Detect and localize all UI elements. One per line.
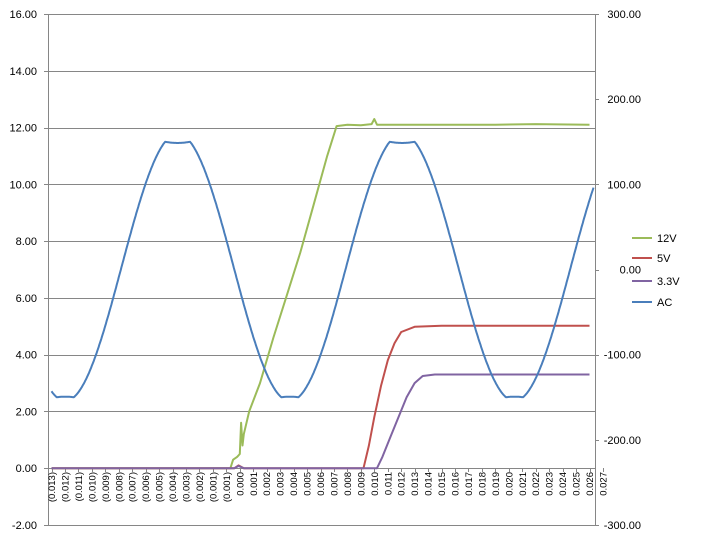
x-tick-label: 0.027 xyxy=(598,472,609,496)
right-tick-label: -200.00 xyxy=(604,435,641,447)
x-tick-label: 0.012 xyxy=(397,472,408,496)
x-tick-label: 0.009 xyxy=(356,472,367,496)
left-tick-label: 8.00 xyxy=(16,236,37,248)
x-tick-label: 0.006 xyxy=(316,472,327,496)
x-tick-label: (0.006) xyxy=(141,472,152,502)
left-tick-label: 14.00 xyxy=(9,66,37,78)
plot-area xyxy=(48,14,595,525)
series-line-ac xyxy=(50,140,595,399)
right-tick-label: 200.00 xyxy=(607,94,641,106)
x-tick-label: 0.021 xyxy=(518,472,529,496)
x-tick-label: 0.020 xyxy=(504,472,515,496)
left-tick-label: 16.00 xyxy=(9,9,37,21)
x-tick-label: 0.010 xyxy=(370,472,381,496)
left-tick-label: 12.00 xyxy=(9,123,37,135)
x-tick-label: (0.002) xyxy=(195,472,206,502)
gridlines xyxy=(48,14,595,526)
right-axis-ticks: -300.00 -200.00 -100.00 0.00 100.00 200.00 300… xyxy=(595,9,641,532)
x-tick-label: 0.015 xyxy=(437,472,448,496)
x-tick-label: 0.013 xyxy=(410,472,421,496)
legend: 12V 5V 3.3V AC xyxy=(632,233,680,309)
x-tick-label: (0.009) xyxy=(101,472,112,502)
left-axis-ticks: -2.00 0.00 2.00 4.00 6.00 8.00 10.00 12.00 14.00… xyxy=(9,9,48,532)
x-tick-label: 0.011 xyxy=(383,472,394,495)
left-tick-label: 0.00 xyxy=(16,463,37,475)
x-tick-label: (0.010) xyxy=(87,472,98,502)
x-tick-label: 0.024 xyxy=(558,472,569,496)
left-tick-label: 10.00 xyxy=(9,179,37,191)
right-tick-label: -100.00 xyxy=(604,350,641,362)
series-lines xyxy=(50,118,595,470)
x-tick-label: (0.001) xyxy=(222,472,233,502)
x-tick-label: 0.002 xyxy=(262,472,273,496)
x-tick-label: 0.016 xyxy=(451,472,462,496)
x-tick-label: 0.003 xyxy=(276,472,287,496)
x-tick-label: 0.007 xyxy=(329,472,340,496)
x-tick-label: 0.026 xyxy=(585,472,596,496)
x-tick-label: (0.004) xyxy=(168,472,179,502)
x-tick-label: 0.018 xyxy=(477,472,488,496)
x-tick-label: (0.013) xyxy=(47,472,58,502)
x-tick-label: 0.025 xyxy=(572,472,583,496)
x-tick-label: (0.007) xyxy=(128,472,139,502)
series-line-12v xyxy=(51,118,590,470)
right-tick-label: 300.00 xyxy=(607,9,641,21)
right-tick-label: 100.00 xyxy=(607,179,641,191)
x-axis-ticks: (0.013) (0.012) (0.011) (0.010) (0.009) (0.00… xyxy=(47,468,609,502)
left-tick-label: 2.00 xyxy=(16,406,37,418)
x-tick-label: (0.011) xyxy=(74,472,85,501)
left-tick-label: 4.00 xyxy=(16,350,37,362)
right-tick-label: -300.00 xyxy=(604,520,641,532)
x-tick-label: (0.001) xyxy=(208,472,219,502)
x-tick-label: 0.014 xyxy=(424,472,435,496)
x-tick-label: (0.012) xyxy=(60,472,71,502)
x-tick-label: 0.023 xyxy=(545,472,556,496)
x-tick-label: 0.004 xyxy=(289,472,300,496)
series-line-3-3v xyxy=(51,373,590,470)
x-tick-label: (0.005) xyxy=(155,472,166,502)
legend-label: 12V xyxy=(657,233,677,245)
x-tick-label: 0.017 xyxy=(464,472,475,496)
left-tick-label: 6.00 xyxy=(16,293,37,305)
x-tick-label: (0.003) xyxy=(182,472,193,502)
x-tick-label: (0.008) xyxy=(114,472,125,502)
x-tick-label: 0.000 xyxy=(235,472,246,496)
x-tick-label: 0.022 xyxy=(531,472,542,496)
left-tick-label: -2.00 xyxy=(12,520,37,532)
legend-label: 3.3V xyxy=(657,276,680,288)
legend-label: 5V xyxy=(657,253,671,265)
x-tick-label: 0.005 xyxy=(303,472,314,496)
legend-label: AC xyxy=(657,297,672,309)
x-tick-label: 0.001 xyxy=(249,472,260,496)
x-tick-label: 0.008 xyxy=(343,472,354,496)
right-tick-label: 0.00 xyxy=(620,265,641,277)
x-tick-label: 0.019 xyxy=(491,472,502,496)
